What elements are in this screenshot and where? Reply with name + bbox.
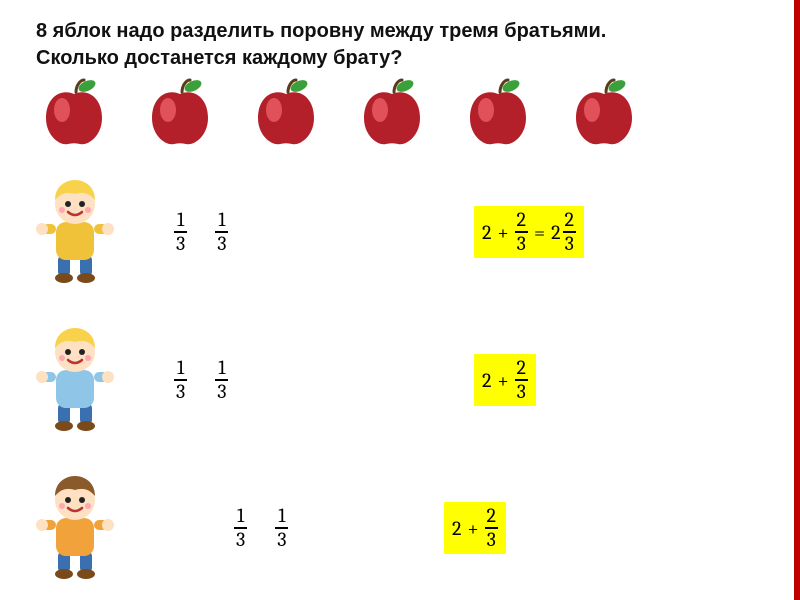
fraction: 23 [515,210,528,254]
apple-icon [254,78,318,148]
fraction: 13 [275,506,288,550]
kid-icon [36,326,114,434]
fraction: 13 [215,358,228,402]
kid-icon [36,178,114,286]
fraction: 13 [174,358,187,402]
piece-fractions: 13 13 [234,506,404,550]
brother-row: 13 13 2+23 [36,326,764,434]
apple-icon [466,78,530,148]
accent-right-bar [794,0,800,600]
result-expression: 2+23 [444,502,506,554]
fraction: 13 [174,210,187,254]
piece-fractions: 13 13 [174,210,344,254]
fraction: 23 [563,210,576,254]
fraction: 23 [515,358,528,402]
apple-icon [360,78,424,148]
title-line-2: Сколько достанется каждому брату? [36,47,402,69]
fraction: 23 [485,506,498,550]
piece-fractions: 13 13 [174,358,344,402]
brother-row: 13 13 2+23 = 223 [36,178,764,286]
kid-icon [36,474,114,582]
brother-row: 13 13 2+23 [36,474,764,582]
fraction: 13 [234,506,247,550]
fraction: 13 [215,210,228,254]
result-expression: 2+23 = 223 [474,206,584,258]
result-expression: 2+23 [474,354,536,406]
apples-row [42,78,764,148]
brothers-rows: 13 13 2+23 = 223 13 13 2+23 [36,178,764,582]
apple-icon [572,78,636,148]
apple-icon [148,78,212,148]
title-line-1: 8 яблок надо разделить поровну между тре… [36,20,606,42]
apple-icon [42,78,106,148]
